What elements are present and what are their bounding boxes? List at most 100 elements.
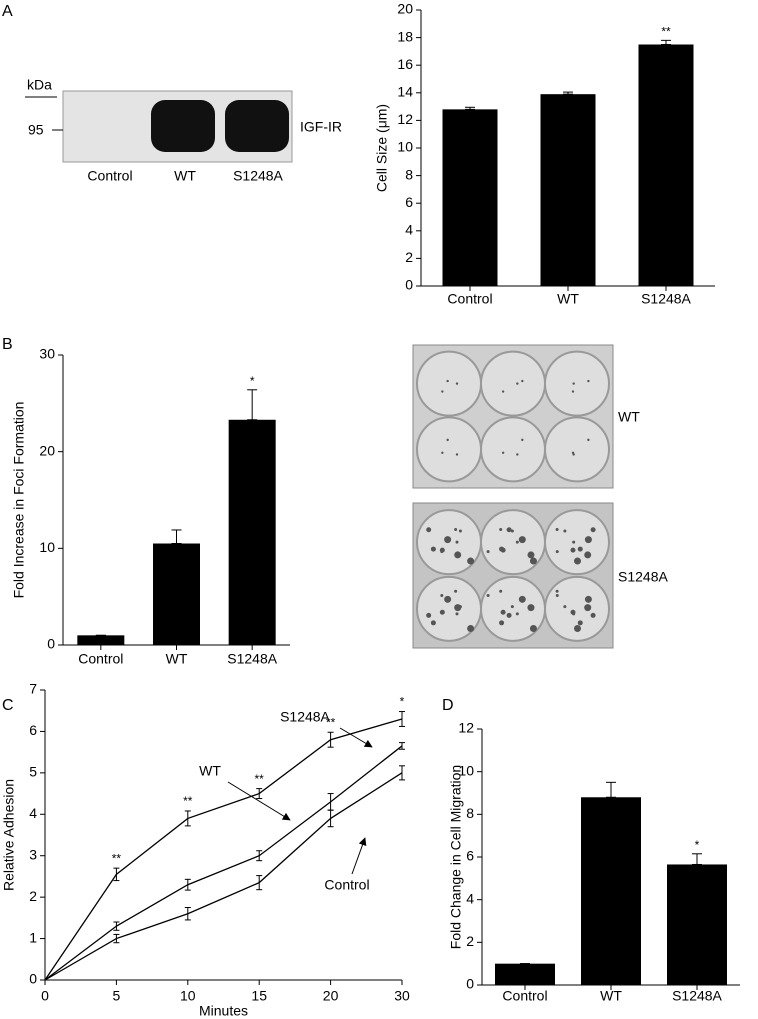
colony bbox=[454, 589, 458, 593]
error-bar bbox=[184, 878, 191, 891]
y-axis-label: Cell Size (μm) bbox=[374, 104, 390, 192]
y-tick-label: 12 bbox=[458, 720, 474, 736]
colony bbox=[571, 451, 575, 455]
colony bbox=[454, 551, 462, 559]
error-bar bbox=[113, 921, 120, 931]
error-bar bbox=[399, 742, 405, 750]
colony bbox=[555, 589, 559, 593]
well bbox=[544, 416, 610, 483]
x-tick-label: 10 bbox=[180, 988, 196, 1004]
colony bbox=[455, 453, 459, 456]
x-tick-label: S1248A bbox=[227, 651, 277, 667]
significance: ** bbox=[255, 772, 265, 786]
x-tick-label: Control bbox=[502, 988, 547, 1004]
error-bar bbox=[113, 933, 120, 944]
y-tick-label: 4 bbox=[29, 805, 37, 821]
plate-photos bbox=[412, 344, 614, 649]
line bbox=[44, 718, 403, 981]
colony bbox=[426, 612, 432, 618]
panel-label: D bbox=[442, 697, 454, 714]
colony bbox=[501, 451, 505, 455]
colony bbox=[572, 540, 576, 544]
colony bbox=[584, 604, 592, 612]
bar bbox=[638, 44, 694, 286]
bar bbox=[667, 864, 727, 985]
blot-label: IGF-IR bbox=[300, 119, 342, 135]
colony bbox=[515, 540, 519, 544]
y-tick-label: 2 bbox=[466, 933, 474, 949]
colony bbox=[573, 557, 581, 565]
error-bar bbox=[327, 809, 334, 828]
error-bar bbox=[247, 389, 258, 421]
significance: * bbox=[695, 838, 700, 852]
colony bbox=[516, 382, 519, 385]
colony bbox=[570, 609, 576, 615]
series-label: WT bbox=[199, 763, 221, 779]
well bbox=[480, 350, 546, 417]
error-bar bbox=[113, 867, 120, 882]
x-tick-label: Control bbox=[78, 651, 123, 667]
colony bbox=[516, 453, 519, 456]
plate-label: S1248A bbox=[618, 569, 668, 585]
significance: * bbox=[400, 695, 405, 709]
y-tick-label: 8 bbox=[466, 805, 474, 821]
colony bbox=[527, 604, 535, 612]
bar bbox=[77, 635, 125, 645]
y-tick-label: 12 bbox=[397, 111, 413, 127]
significance: ** bbox=[661, 25, 671, 39]
x-tick-label: 0 bbox=[41, 988, 49, 1004]
colony bbox=[446, 379, 449, 383]
panel-label: A bbox=[2, 3, 13, 20]
panel-label: B bbox=[2, 336, 13, 353]
colony bbox=[577, 546, 583, 552]
colony bbox=[455, 382, 459, 385]
significance: ** bbox=[183, 794, 193, 808]
y-tick-label: 0 bbox=[29, 971, 37, 987]
bar bbox=[540, 94, 596, 287]
colony bbox=[584, 595, 592, 603]
bar bbox=[228, 419, 276, 645]
colony bbox=[454, 528, 458, 532]
colony bbox=[455, 540, 459, 544]
x-tick-label: 30 bbox=[394, 988, 410, 1004]
x-tick-label: WT bbox=[557, 291, 579, 307]
y-tick-label: 8 bbox=[405, 166, 413, 182]
well bbox=[416, 416, 482, 483]
error-bar bbox=[256, 788, 263, 800]
error-bar bbox=[184, 810, 191, 827]
line bbox=[44, 772, 403, 981]
colony bbox=[518, 595, 526, 603]
arrow bbox=[339, 727, 373, 748]
colony bbox=[563, 529, 567, 533]
y-tick-label: 1 bbox=[29, 929, 37, 945]
error-bar bbox=[184, 907, 191, 921]
x-tick-label: S1248A bbox=[672, 988, 722, 1004]
colony bbox=[521, 379, 524, 383]
error-bar bbox=[465, 106, 475, 110]
blot-band bbox=[225, 100, 289, 152]
colony bbox=[499, 546, 505, 552]
y-tick-label: 3 bbox=[29, 846, 37, 862]
error-bar bbox=[563, 91, 573, 95]
colony bbox=[518, 536, 526, 544]
error-bar bbox=[327, 793, 334, 811]
x-tick-label: WT bbox=[600, 988, 622, 1004]
lane-label: S1248A bbox=[233, 168, 283, 184]
colony bbox=[439, 609, 445, 615]
colony bbox=[521, 438, 524, 442]
y-tick-label: 0 bbox=[466, 976, 474, 992]
lane-label: WT bbox=[174, 168, 196, 184]
colony bbox=[587, 438, 590, 442]
error-bar bbox=[606, 781, 616, 798]
colony bbox=[444, 536, 452, 544]
y-tick-label: 30 bbox=[39, 346, 55, 362]
well bbox=[544, 350, 610, 417]
colony bbox=[584, 536, 592, 544]
colony bbox=[510, 605, 514, 609]
y-tick-label: 18 bbox=[397, 28, 413, 44]
error-bar bbox=[661, 39, 671, 45]
y-tick-label: 6 bbox=[405, 194, 413, 210]
colony bbox=[501, 390, 505, 393]
colony bbox=[506, 527, 512, 533]
colony bbox=[486, 593, 490, 597]
